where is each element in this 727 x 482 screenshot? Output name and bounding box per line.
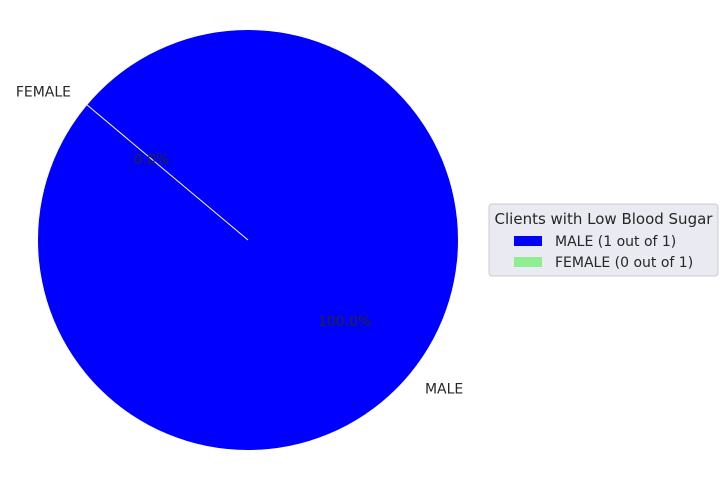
slice-label-female: FEMALE [16, 85, 71, 101]
legend-title: Clients with Low Blood Sugar [495, 210, 714, 228]
legend-entry-female: FEMALE (0 out of 1) [555, 255, 693, 271]
slice-label-male: MALE [425, 381, 463, 397]
percent-label-female: 0.0% [134, 152, 170, 168]
legend-entry-male: MALE (1 out of 1) [555, 234, 676, 250]
pie-slices [38, 30, 458, 450]
legend: Clients with Low Blood Sugar MALE (1 out… [488, 203, 719, 277]
slice-separator [86, 104, 249, 241]
percent-label-male: 100.0% [318, 314, 371, 330]
legend-swatch-female [514, 257, 542, 267]
legend-box [488, 203, 719, 277]
legend-swatch-male [514, 236, 542, 246]
